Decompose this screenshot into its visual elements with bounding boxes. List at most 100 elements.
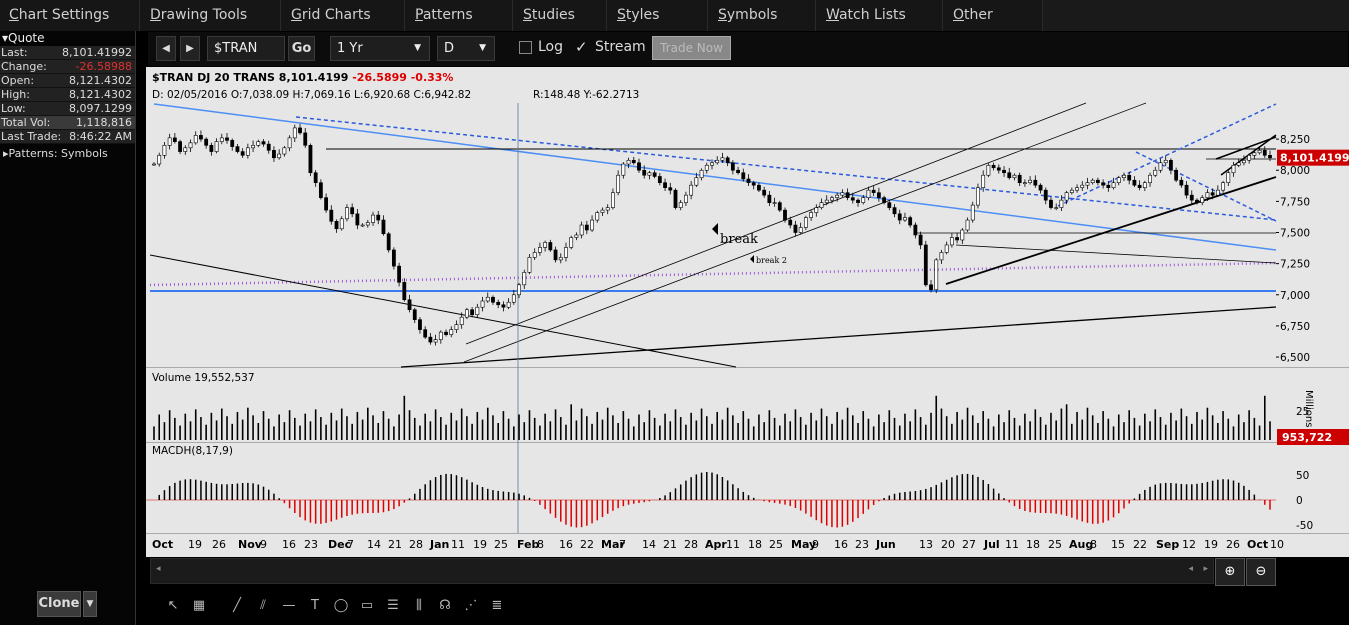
- candle-body: [965, 219, 970, 231]
- candle-body: [908, 217, 913, 226]
- candle-body: [1148, 174, 1152, 183]
- quote-key: Change:: [1, 60, 47, 73]
- prev-arrow-button[interactable]: ◀: [156, 36, 176, 61]
- fibonacci-tool-icon[interactable]: ☰: [387, 598, 399, 613]
- zoom-out-button[interactable]: ⊖: [1246, 558, 1276, 586]
- menu-patterns[interactable]: Patterns: [405, 0, 513, 31]
- channel-tool-icon[interactable]: ⫽: [260, 598, 266, 613]
- candle-body: [538, 247, 542, 253]
- date-label: 16: [834, 538, 848, 551]
- candle-body: [334, 221, 339, 230]
- date-label: 21: [663, 538, 677, 551]
- quote-header[interactable]: ▾Quote: [2, 31, 45, 45]
- gann-tool-icon[interactable]: ⫼: [416, 598, 422, 613]
- menu-watch-lists[interactable]: Watch Lists: [816, 0, 943, 31]
- next-arrow-button[interactable]: ▶: [180, 36, 200, 61]
- date-label: Mar: [601, 538, 625, 551]
- interval-select[interactable]: D ▼: [437, 36, 495, 61]
- candle-body: [313, 172, 318, 183]
- patterns-symbols-toggle[interactable]: ▸Patterns: Symbols: [3, 147, 108, 160]
- candle-body: [1054, 207, 1059, 209]
- menu-drawing-tools[interactable]: Drawing Tools: [140, 0, 281, 31]
- date-label: 12: [1182, 538, 1196, 551]
- cycle-tool-icon[interactable]: ☊: [439, 598, 451, 613]
- menu-studies[interactable]: Studies: [513, 0, 607, 31]
- candle-body: [251, 145, 255, 149]
- candle-body: [1189, 194, 1194, 201]
- candle-body: [183, 147, 188, 152]
- candle-body: [1205, 192, 1210, 198]
- clone-dropdown-button[interactable]: ▼: [83, 591, 97, 617]
- rectangle-tool-icon[interactable]: ▭: [360, 598, 374, 613]
- menu-grid-charts[interactable]: Grid Charts: [281, 0, 405, 31]
- log-checkbox[interactable]: [519, 41, 532, 54]
- candle-body: [584, 224, 589, 231]
- menu-chart-settings[interactable]: Chart Settings: [0, 0, 140, 31]
- date-label: Aug: [1069, 538, 1093, 551]
- candle-body: [245, 147, 250, 156]
- candle-body: [600, 209, 605, 213]
- grid-select-icon[interactable]: ▦: [192, 598, 206, 613]
- candle-body: [762, 189, 767, 196]
- range-select[interactable]: 1 Yr ▼: [330, 36, 430, 61]
- candle-body: [449, 329, 454, 335]
- candle-body: [830, 197, 834, 201]
- symbol-input[interactable]: $TRAN: [207, 36, 285, 61]
- candle-body: [324, 197, 328, 211]
- date-label: 19: [473, 538, 487, 551]
- candle-body: [454, 324, 459, 330]
- menu-symbols[interactable]: Symbols: [708, 0, 816, 31]
- candle-body: [996, 167, 1001, 171]
- scroll-left-end-icon[interactable]: ◂: [1188, 564, 1193, 574]
- candle-body: [1184, 184, 1189, 196]
- candle-body: [371, 214, 375, 223]
- volume-tag-label: 953,722: [1282, 431, 1332, 444]
- candle-body: [475, 306, 480, 315]
- clone-button[interactable]: Clone: [37, 591, 81, 617]
- candle-body: [1106, 184, 1111, 188]
- zoom-in-button[interactable]: ⊕: [1215, 558, 1245, 586]
- candle-body: [715, 159, 720, 164]
- price-chart[interactable]: $TRAN DJ 20 TRANS 8,101.4199 -26.5899 -0…: [146, 67, 1349, 557]
- candle-body: [438, 331, 443, 340]
- date-label: 28: [684, 538, 698, 551]
- list-tool-icon[interactable]: ≣: [491, 598, 503, 613]
- volume-tag: [1277, 429, 1349, 445]
- candle-body: [470, 309, 475, 315]
- candle-body: [256, 141, 261, 146]
- pointer-icon[interactable]: ↖: [167, 598, 179, 613]
- quote-value: 1,118,816: [76, 116, 132, 129]
- candle-body: [991, 164, 996, 169]
- candle-body: [225, 137, 229, 141]
- candle-body: [381, 219, 386, 235]
- trade-now-button[interactable]: Trade Now: [652, 36, 731, 60]
- candle-body: [626, 159, 631, 165]
- y-tick-label: 6,750: [1280, 321, 1310, 333]
- go-button[interactable]: Go: [288, 36, 315, 61]
- candle-body: [501, 304, 506, 308]
- menu-other[interactable]: Other: [943, 0, 1043, 31]
- candle-body: [287, 137, 292, 149]
- candle-body: [605, 207, 610, 211]
- chart-scrollbar[interactable]: ◂ ◂ ▸: [150, 558, 1214, 584]
- candle-body: [1116, 177, 1121, 183]
- ellipse-tool-icon[interactable]: ◯: [333, 598, 349, 613]
- text-tool-icon[interactable]: T: [311, 598, 319, 613]
- scroll-right-icon[interactable]: ▸: [1203, 564, 1208, 574]
- macd-tick: 0: [1296, 495, 1303, 507]
- fan-tool-icon[interactable]: ⋰: [464, 598, 478, 613]
- stream-checkbox-checked[interactable]: ✓: [575, 38, 588, 56]
- scroll-left-icon[interactable]: ◂: [156, 564, 161, 574]
- date-label: 16: [282, 538, 296, 551]
- candle-body: [506, 301, 511, 308]
- menu-styles[interactable]: Styles: [607, 0, 708, 31]
- candle-body: [850, 197, 855, 201]
- quote-row: Open: 8,121.4302: [0, 74, 135, 88]
- horizontal-line-icon[interactable]: —: [282, 598, 296, 613]
- date-label: 7: [619, 538, 626, 551]
- candle-body: [590, 219, 594, 231]
- candle-body: [903, 217, 907, 221]
- candle-body: [1226, 172, 1231, 183]
- line-tool-icon[interactable]: ╱: [233, 598, 241, 613]
- candle-body: [204, 138, 209, 146]
